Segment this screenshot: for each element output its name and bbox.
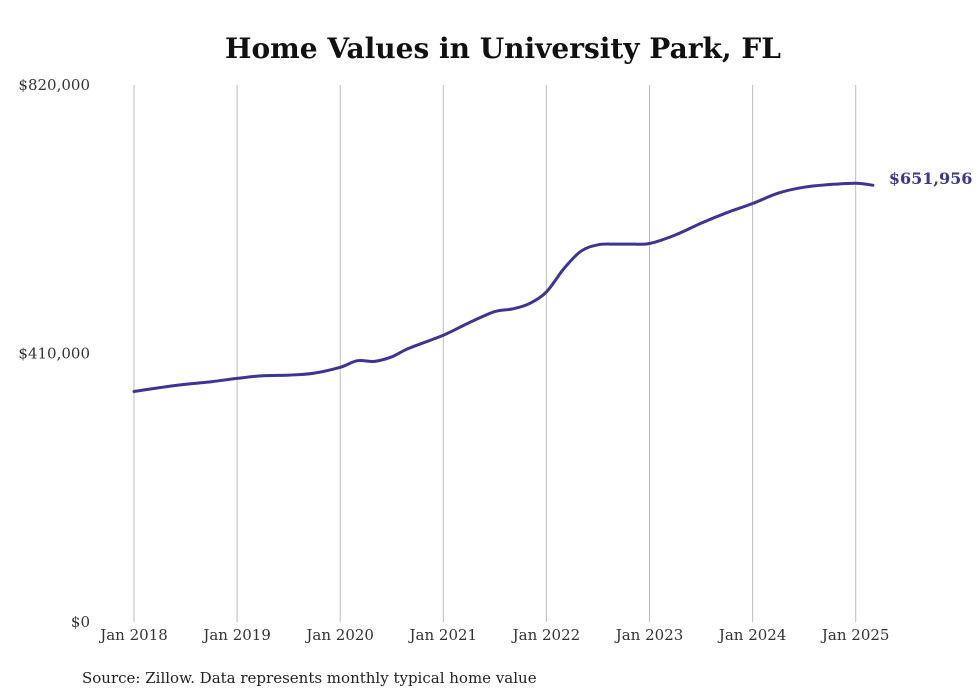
y-tick-label: $410,000 — [18, 345, 90, 363]
x-tick-label: Jan 2021 — [408, 626, 478, 644]
x-axis: Jan 2018 Jan 2019 Jan 2020 Jan 2021 Jan 2022… — [98, 626, 889, 644]
x-tick-label: Jan 2022 — [511, 626, 581, 644]
vertical-gridlines — [133, 85, 857, 622]
series-layer — [132, 181, 875, 393]
x-tick-label: Jan 2018 — [98, 626, 168, 644]
y-tick-label: $0 — [71, 613, 90, 631]
x-tick-label: Jan 2023 — [614, 626, 684, 644]
source-note: Source: Zillow. Data represents monthly … — [82, 669, 537, 687]
x-tick-label: Jan 2025 — [820, 626, 890, 644]
series-line — [132, 181, 875, 393]
x-tick-label: Jan 2020 — [304, 626, 374, 644]
end-value-label: $651,956 — [889, 169, 973, 188]
chart-title: Home Values in University Park, FL — [225, 32, 781, 65]
y-tick-label: $820,000 — [18, 76, 90, 94]
x-tick-label: Jan 2024 — [717, 626, 787, 644]
y-axis: $0 $410,000 $820,000 — [18, 76, 90, 631]
x-tick-label: Jan 2019 — [201, 626, 271, 644]
